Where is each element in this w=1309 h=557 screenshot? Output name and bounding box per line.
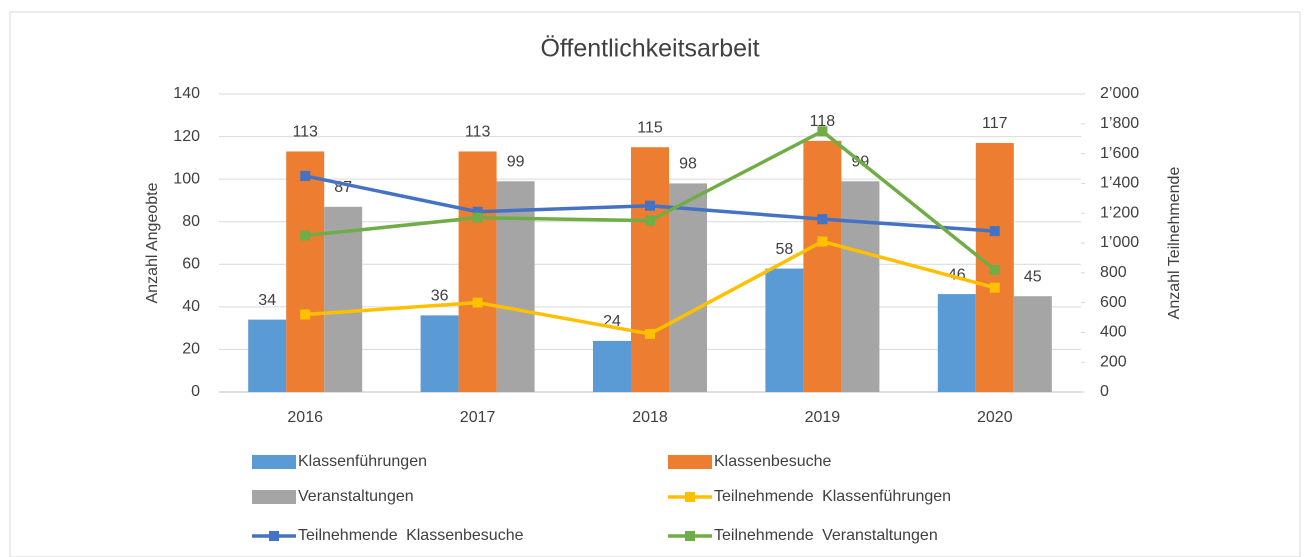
bar [1013, 296, 1052, 392]
line-marker [645, 328, 655, 339]
y2-tick-label: 200 [1100, 353, 1127, 370]
y2-tick-label: 600 [1100, 294, 1127, 311]
line-marker [472, 206, 483, 217]
y-tick-label: 120 [173, 128, 200, 145]
y2-tick-label: 1’800 [1100, 115, 1139, 132]
bar [765, 268, 804, 392]
line-marker [817, 126, 828, 137]
bar [593, 340, 631, 392]
bar-value-label: 58 [776, 241, 794, 258]
y-tick-label: 80 [182, 213, 200, 230]
y2-tick-label: 400 [1100, 324, 1127, 341]
y2-tick-label: 800 [1100, 264, 1127, 281]
y-tick-label: 60 [182, 256, 200, 273]
x-tick-label: 2018 [632, 409, 668, 426]
y2-tick-label: 1’600 [1100, 145, 1139, 162]
bar [248, 319, 287, 392]
legend-swatch [252, 455, 296, 469]
bar-value-label: 117 [982, 115, 1008, 132]
line-marker [989, 226, 1000, 237]
line-marker [817, 214, 828, 225]
bar [496, 181, 535, 392]
y2-tick-label: 1’200 [1100, 204, 1139, 221]
y-tick-label: 0 [191, 383, 200, 400]
y2-tick-label: 1’400 [1100, 175, 1139, 192]
bar-value-label: 36 [431, 288, 449, 305]
legend-label: Teilnehmende Klassenbesuche [298, 527, 524, 544]
bar [937, 294, 976, 392]
y-axis-title: Anzahl Angeobte [144, 182, 161, 303]
legend-label: Veranstaltungen [298, 488, 414, 505]
line-marker [472, 212, 483, 223]
y2-tick-label: 0 [1100, 383, 1109, 400]
x-tick-label: 2019 [805, 409, 841, 426]
legend-marker [685, 492, 695, 502]
line-marker [300, 309, 311, 320]
x-tick-label: 2016 [287, 409, 323, 426]
line-marker [989, 282, 1000, 293]
legend-label: Teilnehmende Klassenführungen [714, 488, 951, 505]
bar-value-label: 113 [292, 124, 318, 141]
line-marker [472, 297, 483, 308]
y-tick-label: 40 [182, 298, 200, 315]
bar [669, 183, 707, 392]
bar-value-label: 118 [810, 113, 836, 130]
bar-value-label: 98 [679, 156, 697, 173]
chart-title: Öffentlichkeitsarbeit [540, 35, 759, 63]
bar [286, 151, 325, 392]
y2-tick-label: 2’000 [1100, 85, 1139, 102]
legend-label: Teilnehmende Veranstaltungen [714, 527, 938, 544]
y-tick-label: 20 [182, 341, 200, 358]
line-marker [989, 264, 1000, 275]
bar-value-label: 113 [465, 124, 491, 141]
y-tick-label: 140 [173, 85, 200, 102]
bar [324, 206, 363, 392]
bar [841, 181, 880, 392]
bar [631, 147, 669, 392]
bar [420, 315, 459, 392]
line-marker [645, 200, 655, 211]
legend-marker [269, 531, 279, 541]
line-marker [300, 170, 311, 181]
legend-swatch [252, 490, 296, 504]
legend-marker [685, 531, 695, 541]
bar-value-label: 115 [637, 119, 663, 136]
legend-label: Klassenführungen [298, 453, 427, 470]
y2-tick-label: 1’000 [1100, 234, 1139, 251]
y2-axis-title: Anzahl Teilnehmende [1166, 167, 1183, 320]
x-tick-label: 2017 [460, 409, 496, 426]
line-marker [817, 236, 828, 247]
legend-label: Klassenbesuche [714, 453, 832, 470]
bar-value-label: 34 [258, 292, 276, 309]
line-marker [300, 230, 311, 241]
y-tick-label: 100 [173, 170, 200, 187]
bar-value-label: 45 [1024, 268, 1042, 285]
bar [458, 151, 497, 392]
bar [803, 140, 842, 392]
legend-swatch [668, 455, 712, 469]
bar-value-label: 99 [507, 153, 525, 170]
line-marker [645, 215, 655, 226]
x-tick-label: 2020 [977, 409, 1013, 426]
